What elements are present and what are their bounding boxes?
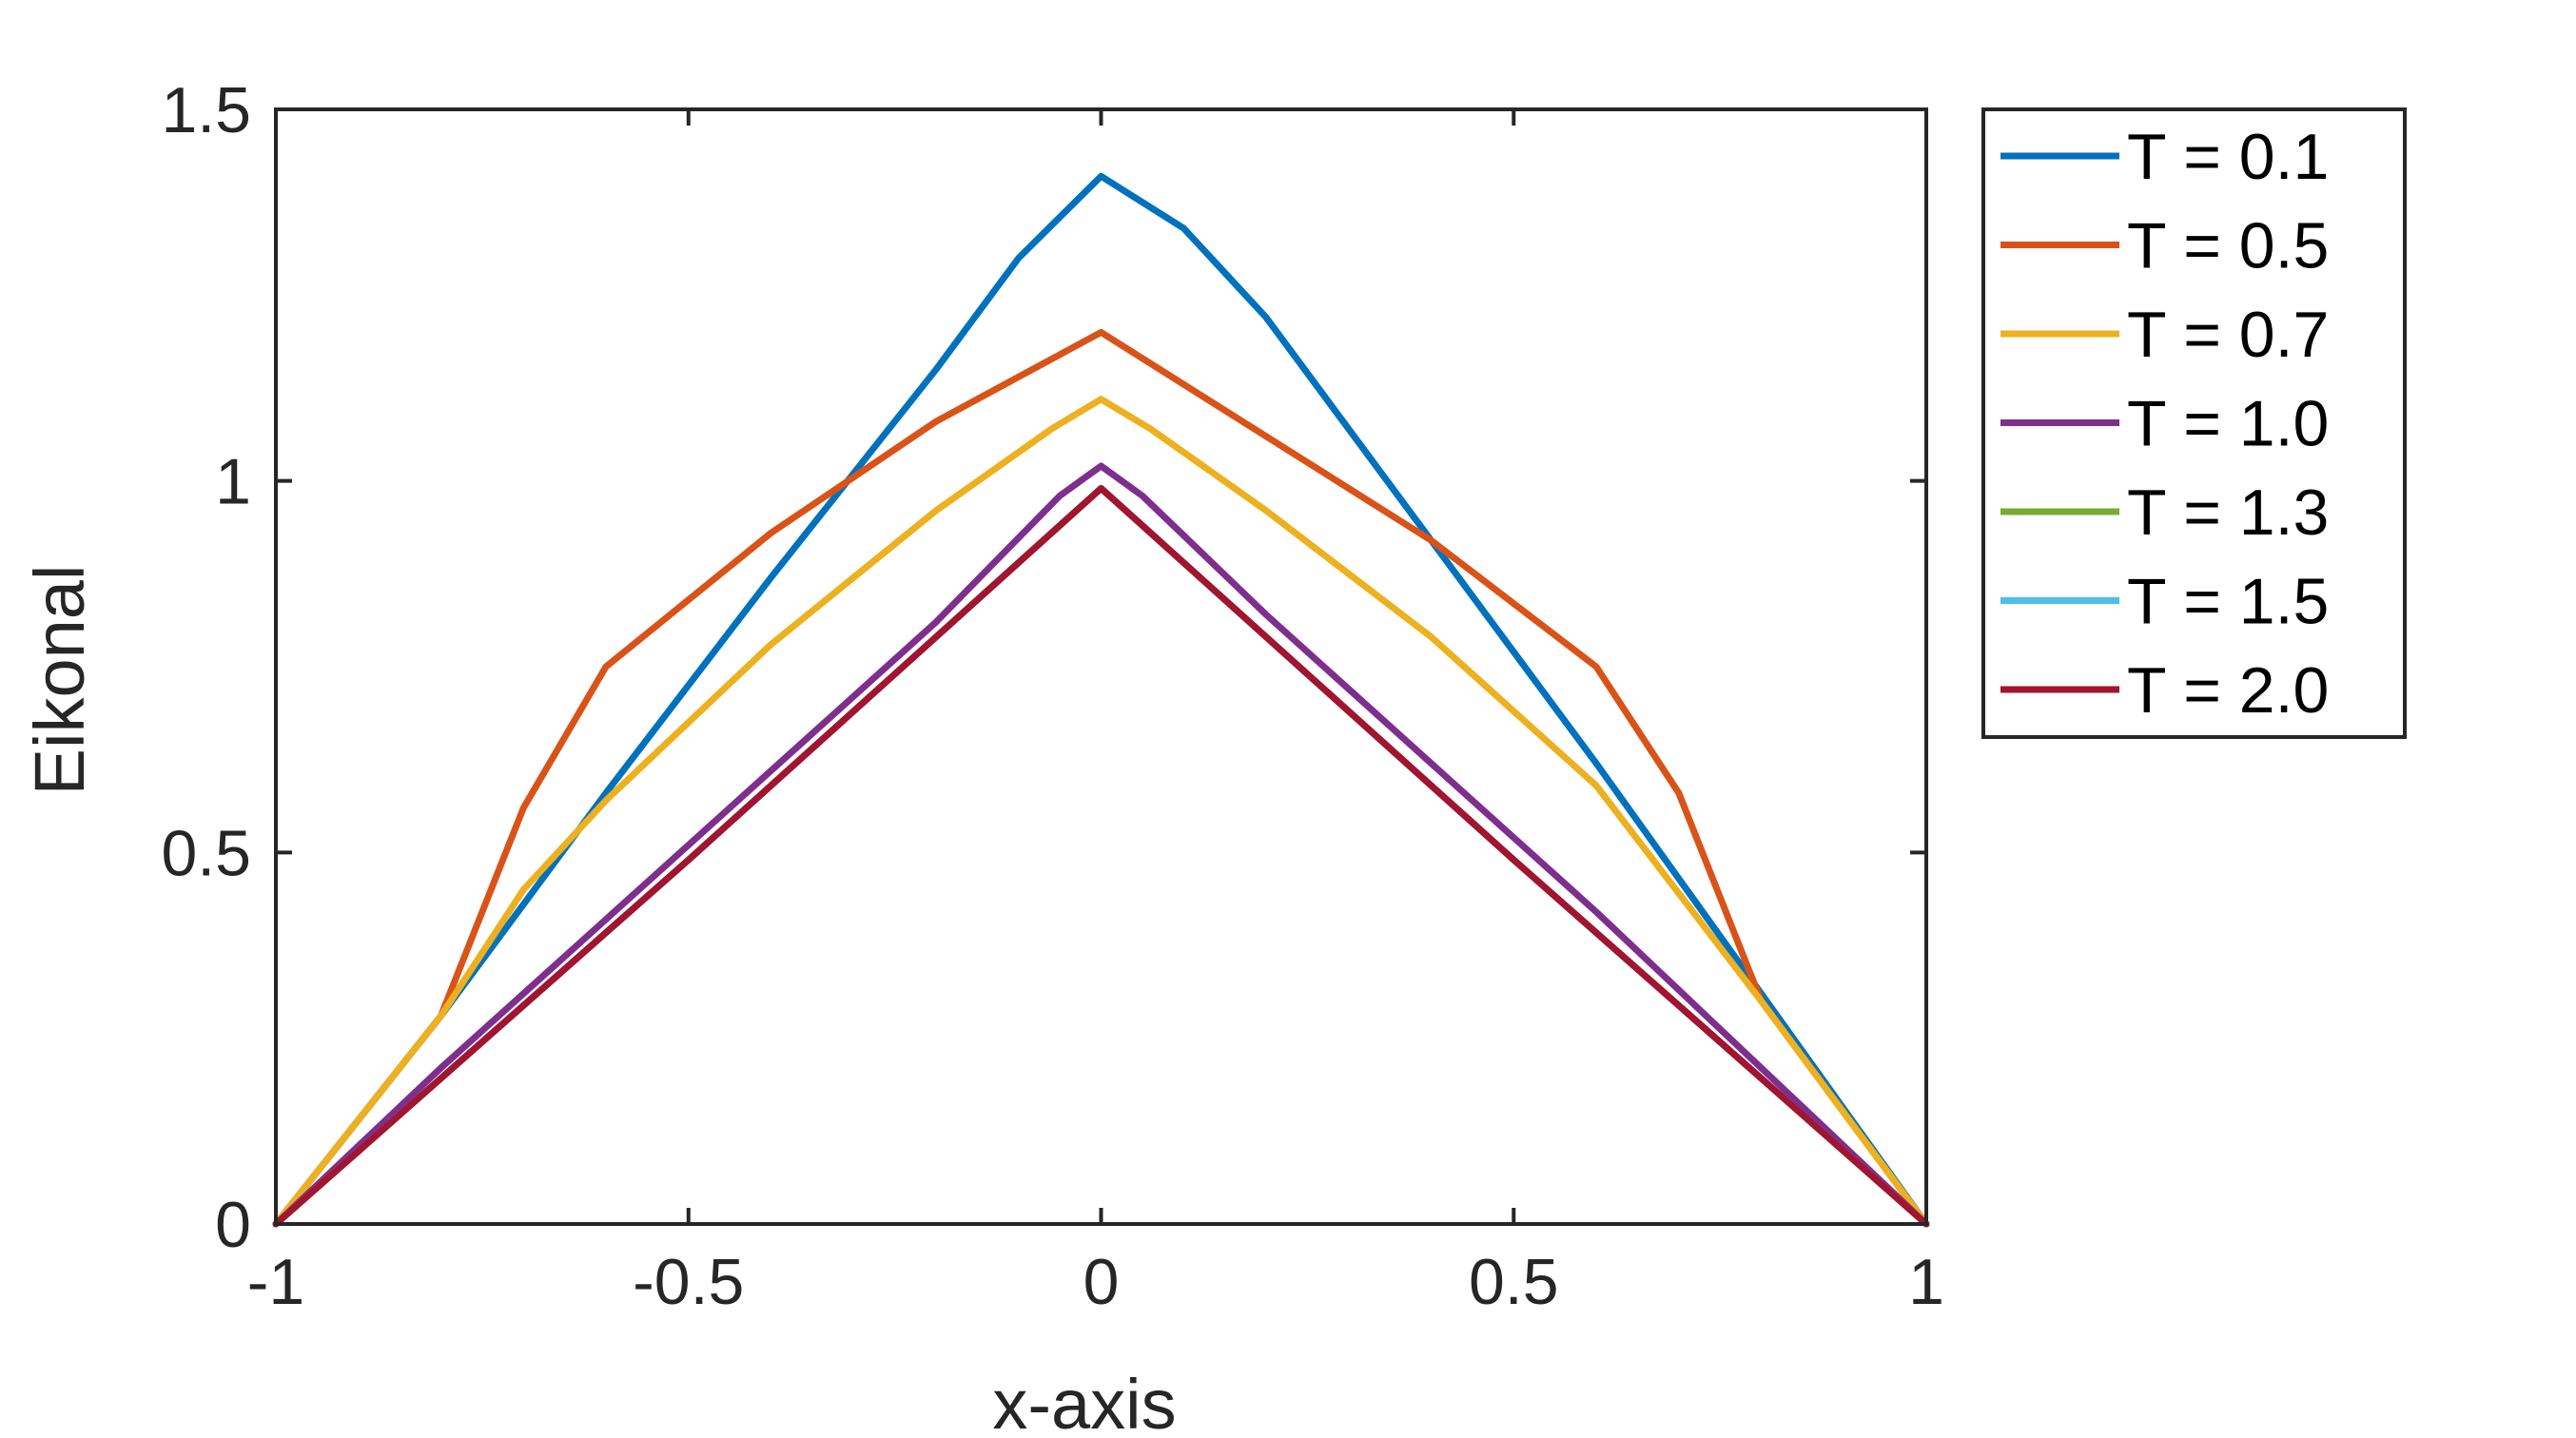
legend-label-0: T = 0.1 xyxy=(2127,121,2329,193)
y-tick-label: 1.5 xyxy=(161,74,251,146)
legend-label-2: T = 0.7 xyxy=(2127,299,2329,371)
x-axis-title: x-axis xyxy=(992,1365,1176,1438)
series-layer xyxy=(272,172,1930,1228)
x-tick-label: -0.5 xyxy=(633,1246,744,1318)
x-tick-label: -1 xyxy=(247,1246,304,1318)
x-tick-label: 0.5 xyxy=(1469,1246,1559,1318)
series-line-3 xyxy=(272,462,1930,1228)
series-line-0 xyxy=(272,172,1930,1228)
series-line-6 xyxy=(272,485,1930,1228)
tick-labels-layer: -1 -0.5 0 0.5 1 0 0.5 1 1.5 xyxy=(161,74,1943,1318)
legend-label-5: T = 1.5 xyxy=(2127,566,2329,638)
legend-entries: T = 0.1 T = 0.5 T = 0.7 T = 1.0 T = 1.3 T = 1… xyxy=(2000,121,2329,727)
legend-label-1: T = 0.5 xyxy=(2127,210,2329,282)
plot-area xyxy=(276,109,1926,1224)
y-axis-title: Eikonal xyxy=(20,565,99,796)
y-tick-label: 1 xyxy=(215,446,251,518)
series-line-1 xyxy=(272,328,1930,1228)
legend-label-3: T = 1.0 xyxy=(2127,388,2329,460)
x-tick-label: 0 xyxy=(1083,1246,1120,1318)
series-line-2 xyxy=(272,396,1930,1228)
legend: T = 0.1 T = 0.5 T = 0.7 T = 1.0 T = 1.3 T = 1… xyxy=(1981,107,2407,739)
x-tick-label: 1 xyxy=(1908,1246,1944,1318)
legend-label-6: T = 2.0 xyxy=(2127,654,2329,727)
legend-label-4: T = 1.3 xyxy=(2127,476,2329,549)
y-tick-label: 0 xyxy=(215,1189,251,1261)
plot-frame xyxy=(274,107,1928,1226)
y-tick-label: 0.5 xyxy=(161,817,251,889)
